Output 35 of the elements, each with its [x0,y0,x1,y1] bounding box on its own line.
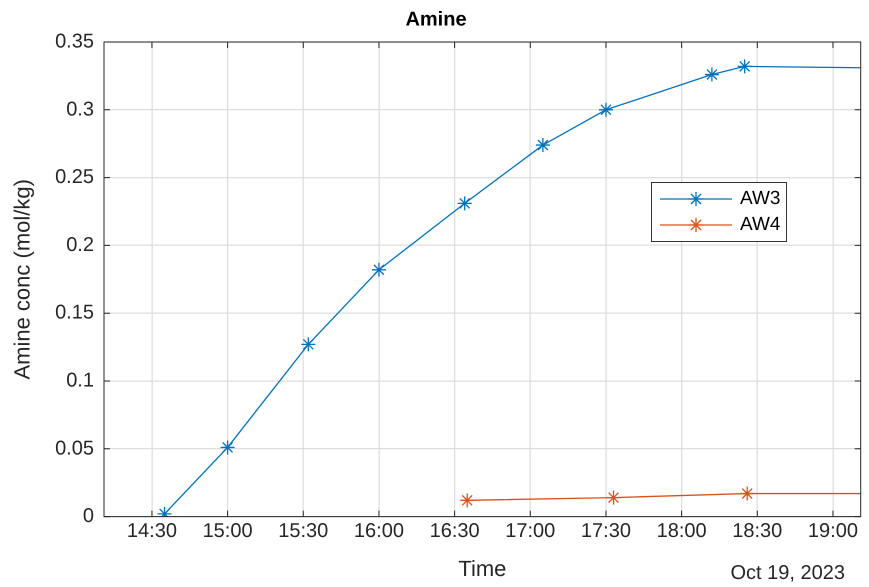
y-axis-title: Amine conc (mol/kg) [9,179,34,380]
x-tick-label: 16:00 [354,520,404,542]
chart-title: Amine [405,8,467,31]
x-tick-label: 15:30 [278,520,328,542]
x-tick-label: 16:30 [430,520,480,542]
x-tick-label: 14:30 [126,520,177,542]
x-axis-title: Time [458,556,506,581]
y-tick-label: 0.35 [55,30,94,53]
point [737,58,752,74]
legend-label: AW4 [740,214,780,236]
y-tick-label: 0 [82,505,94,528]
x-tick-label: 19:00 [808,520,858,542]
point [740,486,755,502]
x-tick-label: 18:30 [732,520,782,542]
point [704,66,720,82]
y-tick-label: 0.2 [66,234,94,256]
point [606,490,622,506]
x-tick-label: 18:00 [656,520,707,542]
y-tick-label: 0.3 [66,98,94,120]
point [371,262,387,278]
point [457,196,472,212]
point [220,440,236,456]
legend-label: AW3 [740,188,780,210]
x-tick-label: 17:00 [505,520,556,542]
y-tick-label: 0.15 [55,302,94,324]
y-tick-label: 0.25 [55,166,94,188]
point [598,102,614,118]
x-tick-label: 15:00 [202,520,253,542]
x-tick-label: 17:30 [580,520,631,542]
y-tick-label: 0.05 [55,437,94,460]
point [300,336,316,352]
point [460,492,475,508]
text: Oct 19, 2023 [730,562,845,585]
y-tick-label: 0.1 [66,370,94,392]
point [535,137,551,153]
